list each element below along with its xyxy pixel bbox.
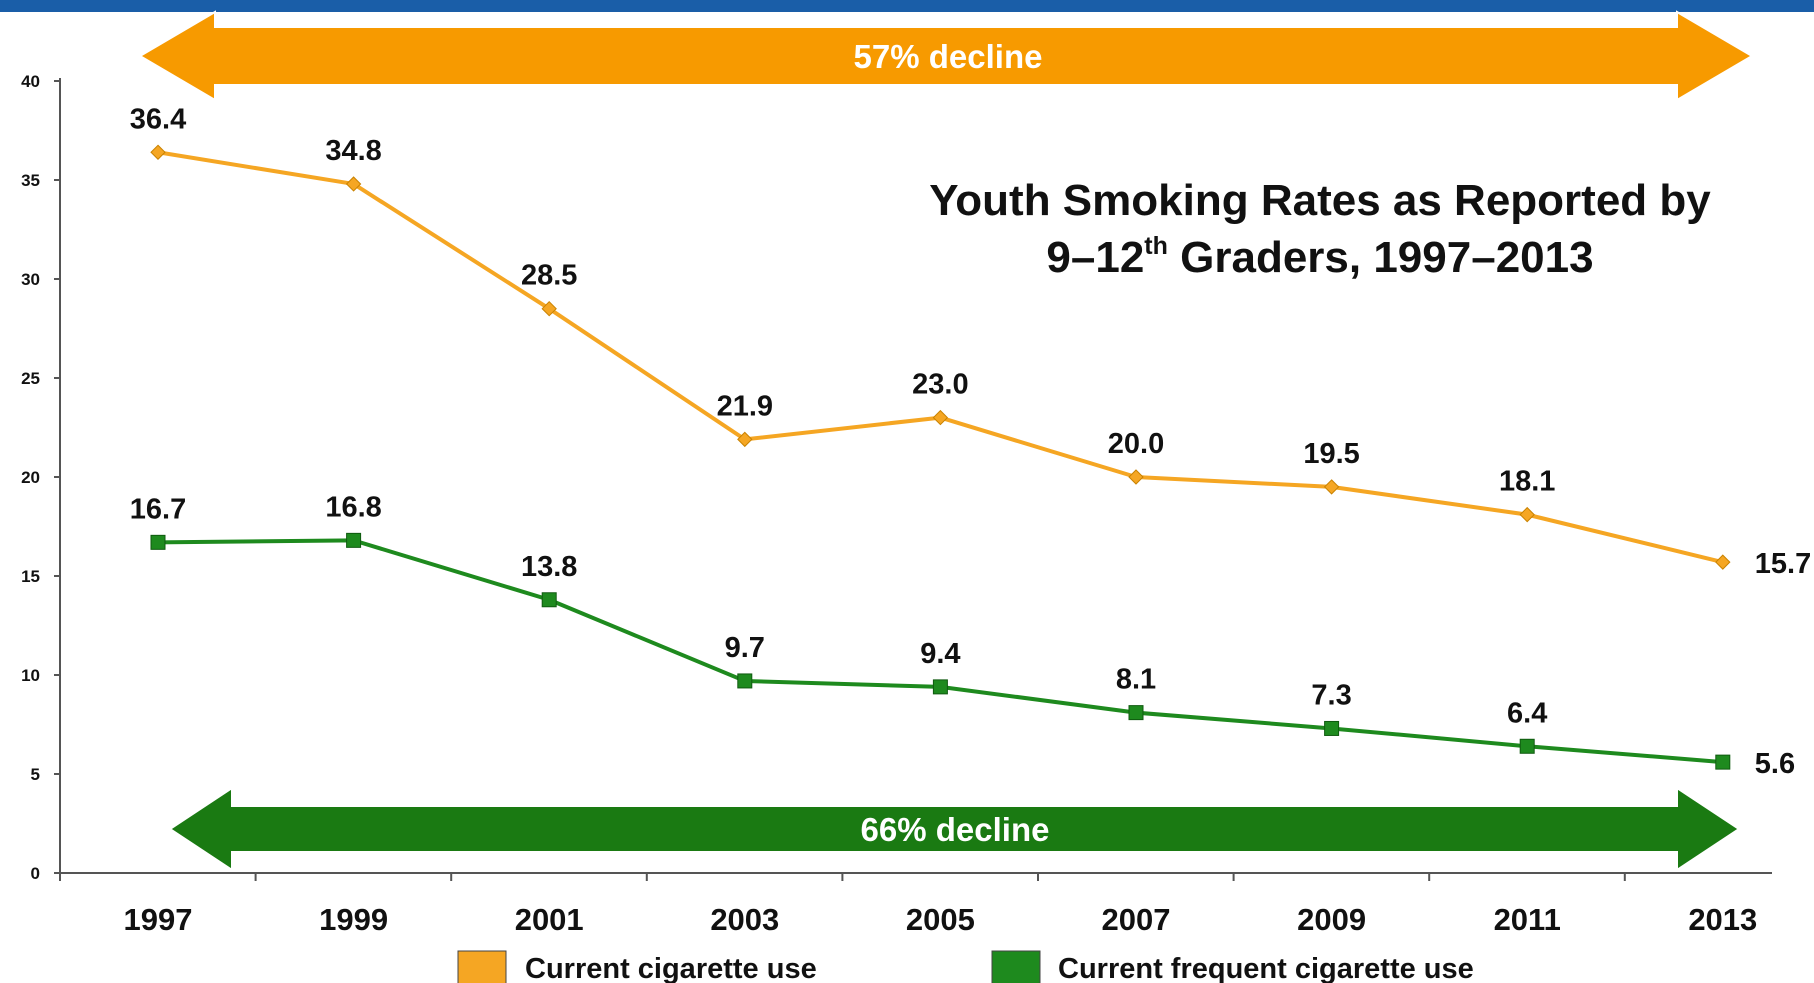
annotation-green-text: 66% decline (861, 811, 1050, 848)
y-tick-label: 10 (21, 666, 40, 685)
y-tick-label: 40 (21, 72, 40, 91)
data-label-frequent-use: 6.4 (1507, 697, 1547, 729)
legend-label-current-use: Current cigarette use (525, 953, 817, 983)
data-point-current-use (345, 176, 362, 192)
data-label-frequent-use: 16.7 (130, 493, 186, 525)
chart-title-line1: Youth Smoking Rates as Reported by (929, 176, 1711, 225)
data-point-current-use (1715, 554, 1731, 570)
data-point-current-use (1519, 506, 1535, 523)
annotation-orange-text: 57% decline (854, 38, 1043, 75)
data-point-frequent-use (1324, 720, 1340, 736)
decline-arrow-orange (138, 10, 1754, 102)
data-point-frequent-use (1715, 754, 1731, 770)
y-tick-label: 30 (21, 270, 40, 289)
data-point-current-use (541, 300, 557, 317)
data-labels: 36.4 34.8 28.5 21.9 23.0 20.0 19.5 18.1 15.7 16.7… (130, 103, 1811, 780)
data-label-frequent-use: 9.7 (725, 632, 765, 664)
y-tick-label: 20 (21, 468, 40, 487)
x-tick-label: 2007 (1102, 902, 1171, 937)
y-tick-label: 5 (31, 765, 40, 784)
data-label-frequent-use: 9.4 (920, 638, 960, 670)
data-point-frequent-use (150, 534, 166, 550)
x-tick-label: 1997 (124, 902, 193, 937)
data-point-frequent-use (1519, 738, 1535, 754)
data-label-current-use: 21.9 (717, 390, 773, 422)
data-label-current-use: 19.5 (1303, 438, 1359, 470)
chart-title-grades: 9–12 (1046, 233, 1144, 282)
data-label-frequent-use: 7.3 (1311, 679, 1351, 711)
x-tick-label: 2005 (906, 902, 975, 937)
chart-title-superscript: th (1144, 232, 1168, 260)
data-point-frequent-use (541, 592, 557, 608)
data-point-current-use (1128, 469, 1144, 485)
data-label-frequent-use: 13.8 (521, 551, 577, 583)
series-layer (150, 144, 1731, 770)
data-point-current-use (1323, 479, 1340, 495)
data-point-current-use (150, 144, 166, 160)
chart-title-rest: Graders, 1997–2013 (1168, 233, 1594, 282)
x-axis-ticks: 1997 1999 2001 2003 2005 2007 2009 2011 2013 (59, 873, 1757, 937)
data-point-frequent-use (932, 679, 948, 695)
data-label-current-use: 23.0 (912, 369, 968, 401)
data-label-frequent-use: 8.1 (1116, 664, 1156, 696)
chart-axes (59, 78, 1772, 874)
data-label-current-use: 28.5 (521, 260, 577, 292)
y-axis-ticks: 0 5 10 15 20 25 30 35 40 (21, 72, 60, 883)
y-tick-label: 15 (21, 567, 40, 586)
y-tick-label: 35 (21, 171, 40, 190)
data-point-current-use (932, 409, 949, 426)
data-label-current-use: 34.8 (325, 135, 381, 167)
data-label-current-use: 18.1 (1499, 466, 1555, 498)
x-tick-label: 2003 (710, 902, 779, 937)
y-tick-label: 0 (31, 864, 40, 883)
x-tick-label: 1999 (319, 902, 388, 937)
decline-arrow-green (168, 786, 1741, 872)
legend-swatch-frequent-use (991, 950, 1041, 983)
chart-legend: Current cigarette use Current frequent c… (457, 950, 1474, 983)
y-tick-label: 25 (21, 369, 40, 388)
data-label-frequent-use: 16.8 (325, 491, 381, 523)
data-point-frequent-use (737, 673, 753, 689)
data-label-current-use: 20.0 (1108, 428, 1164, 460)
x-tick-label: 2001 (515, 902, 584, 937)
data-point-frequent-use (1128, 705, 1144, 721)
top-banner-bar (0, 0, 1814, 12)
x-tick-label: 2013 (1688, 902, 1757, 937)
data-point-frequent-use (346, 532, 362, 548)
x-tick-label: 2009 (1297, 902, 1366, 937)
data-label-frequent-use: 5.6 (1755, 748, 1795, 780)
data-label-current-use: 15.7 (1755, 548, 1811, 580)
data-label-current-use: 36.4 (130, 103, 186, 135)
data-point-current-use (737, 431, 753, 448)
chart-title-line2: 9–12th Graders, 1997–2013 (1046, 232, 1593, 282)
x-tick-label: 2011 (1494, 902, 1561, 937)
legend-label-frequent-use: Current frequent cigarette use (1058, 953, 1474, 983)
legend-swatch-current-use (457, 950, 507, 983)
